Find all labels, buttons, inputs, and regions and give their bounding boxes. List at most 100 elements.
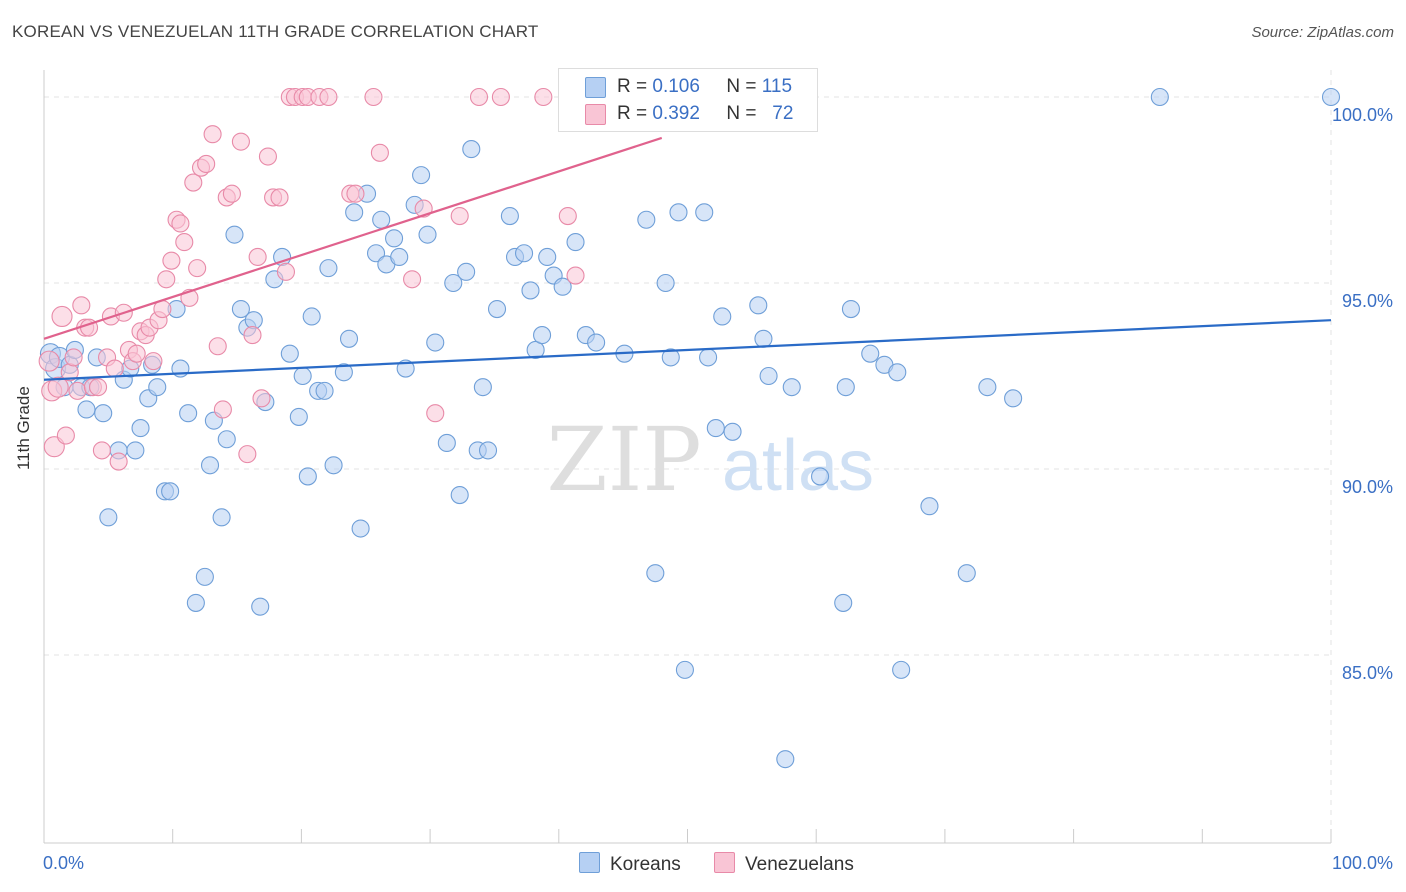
venezuelan-point-70 bbox=[558, 206, 577, 226]
korean-point-78 bbox=[538, 247, 557, 267]
korean-point-30 bbox=[217, 430, 236, 449]
venezuelan-point-44 bbox=[231, 132, 250, 151]
korean-trend-line bbox=[43, 319, 1332, 381]
venezuelan-point-33 bbox=[175, 233, 194, 252]
y-tick-label-85: 85.0% bbox=[1342, 663, 1393, 683]
korean-point-61 bbox=[418, 225, 437, 244]
x-tick-label-min: 0.0% bbox=[43, 853, 84, 873]
korean-point-114 bbox=[1321, 87, 1341, 107]
korean-point-93 bbox=[706, 419, 725, 438]
korean-point-16 bbox=[131, 419, 150, 438]
korean-point-35 bbox=[251, 597, 270, 616]
korean-point-41 bbox=[293, 366, 312, 386]
korean-point-92 bbox=[699, 348, 718, 367]
korean-point-48 bbox=[334, 363, 353, 382]
korean-point-60 bbox=[412, 166, 431, 185]
venezuelan-point-40 bbox=[208, 337, 227, 356]
korean-point-102 bbox=[834, 593, 853, 612]
korean-point-21 bbox=[161, 482, 180, 501]
korean-point-75 bbox=[521, 281, 540, 300]
korean-point-96 bbox=[749, 296, 768, 315]
korean-point-43 bbox=[302, 307, 321, 326]
y-tick-label-100: 100.0% bbox=[1332, 105, 1393, 125]
korean-point-77 bbox=[533, 326, 552, 345]
korean-point-10 bbox=[94, 404, 113, 423]
venezuelan-point-52 bbox=[276, 262, 296, 281]
venezuelan-point-7 bbox=[64, 348, 83, 367]
venezuelan-point-43 bbox=[222, 184, 241, 203]
venezuelan-n-label: N = bbox=[726, 103, 757, 124]
korean-point-87 bbox=[656, 273, 675, 293]
venezuelan-n-value: 72 bbox=[772, 103, 794, 124]
grid-lines bbox=[44, 70, 1332, 843]
korean-point-70 bbox=[478, 441, 498, 460]
venezuelan-point-14 bbox=[92, 441, 111, 460]
venezuelan-trend-line bbox=[43, 136, 663, 340]
korean-point-66 bbox=[457, 262, 476, 281]
y-tick-label-95: 95.0% bbox=[1342, 291, 1393, 311]
korean-n-label: N = bbox=[726, 76, 757, 97]
venezuelan-point-71 bbox=[566, 266, 585, 285]
korean-point-11 bbox=[99, 508, 118, 527]
korean-point-81 bbox=[566, 233, 585, 252]
venezuelan-point-17 bbox=[105, 359, 124, 378]
korean-point-42 bbox=[298, 467, 317, 486]
legend-item-koreans: Koreans bbox=[579, 852, 681, 876]
korean-point-71 bbox=[487, 299, 507, 319]
venezuelan-point-65 bbox=[426, 404, 445, 423]
venezuelan-point-46 bbox=[243, 326, 262, 345]
series-venezuelans bbox=[38, 87, 585, 471]
korean-point-111 bbox=[978, 378, 997, 397]
korean-point-101 bbox=[811, 467, 830, 486]
watermark-zip: ZIP bbox=[546, 408, 701, 511]
korean-point-108 bbox=[892, 660, 911, 679]
korean-point-74 bbox=[515, 244, 534, 263]
x-tick-label-max: 100.0% bbox=[1332, 853, 1393, 873]
venezuelan-point-4 bbox=[51, 305, 73, 328]
legend-item-venezuelans: Venezuelans bbox=[714, 852, 854, 876]
venezuelan-point-3 bbox=[47, 376, 69, 398]
korean-point-112 bbox=[1004, 389, 1023, 408]
korean-point-51 bbox=[351, 519, 370, 538]
korean-point-99 bbox=[776, 750, 795, 769]
korean-point-91 bbox=[695, 203, 714, 222]
korean-point-65 bbox=[450, 485, 469, 505]
korean-point-67 bbox=[462, 140, 481, 159]
venezuelan-point-62 bbox=[370, 143, 389, 162]
venezuelan-point-9 bbox=[72, 296, 91, 315]
venezuelans-legend-label: Venezuelans bbox=[745, 854, 854, 875]
korean-point-113 bbox=[1150, 87, 1169, 107]
venezuelan-point-69 bbox=[534, 87, 553, 107]
venezuelan-point-5 bbox=[56, 426, 75, 445]
korean-point-27 bbox=[200, 456, 220, 475]
venezuelan-point-66 bbox=[450, 206, 469, 226]
venezuelan-point-68 bbox=[491, 87, 510, 107]
korean-point-7 bbox=[77, 400, 96, 419]
venezuelan-point-48 bbox=[252, 389, 271, 408]
korean-point-94 bbox=[713, 307, 732, 326]
korean-point-76 bbox=[526, 340, 545, 360]
venezuelan-point-18 bbox=[109, 452, 128, 471]
korean-point-100 bbox=[782, 378, 801, 397]
korean-point-105 bbox=[861, 344, 880, 363]
korean-point-69 bbox=[473, 378, 492, 397]
korean-point-103 bbox=[836, 378, 855, 397]
koreans-legend-label: Koreans bbox=[610, 854, 681, 875]
korean-point-32 bbox=[231, 299, 250, 319]
korean-point-47 bbox=[324, 456, 343, 475]
korean-point-80 bbox=[553, 277, 572, 296]
korean-point-49 bbox=[339, 329, 359, 348]
korean-point-62 bbox=[426, 333, 445, 352]
korean-point-19 bbox=[148, 378, 167, 397]
venezuelan-point-0 bbox=[38, 350, 60, 372]
korean-point-86 bbox=[646, 564, 665, 583]
korean-point-90 bbox=[675, 660, 694, 679]
korean-point-98 bbox=[759, 366, 778, 386]
korean-point-104 bbox=[841, 299, 860, 319]
korean-point-26 bbox=[195, 567, 214, 586]
venezuelan-point-26 bbox=[144, 352, 163, 371]
y-tick-label-90: 90.0% bbox=[1342, 477, 1393, 497]
venezuelan-point-67 bbox=[469, 87, 489, 107]
venezuelan-point-49 bbox=[258, 147, 277, 166]
venezuelan-r-value: 0.392 bbox=[652, 103, 700, 124]
